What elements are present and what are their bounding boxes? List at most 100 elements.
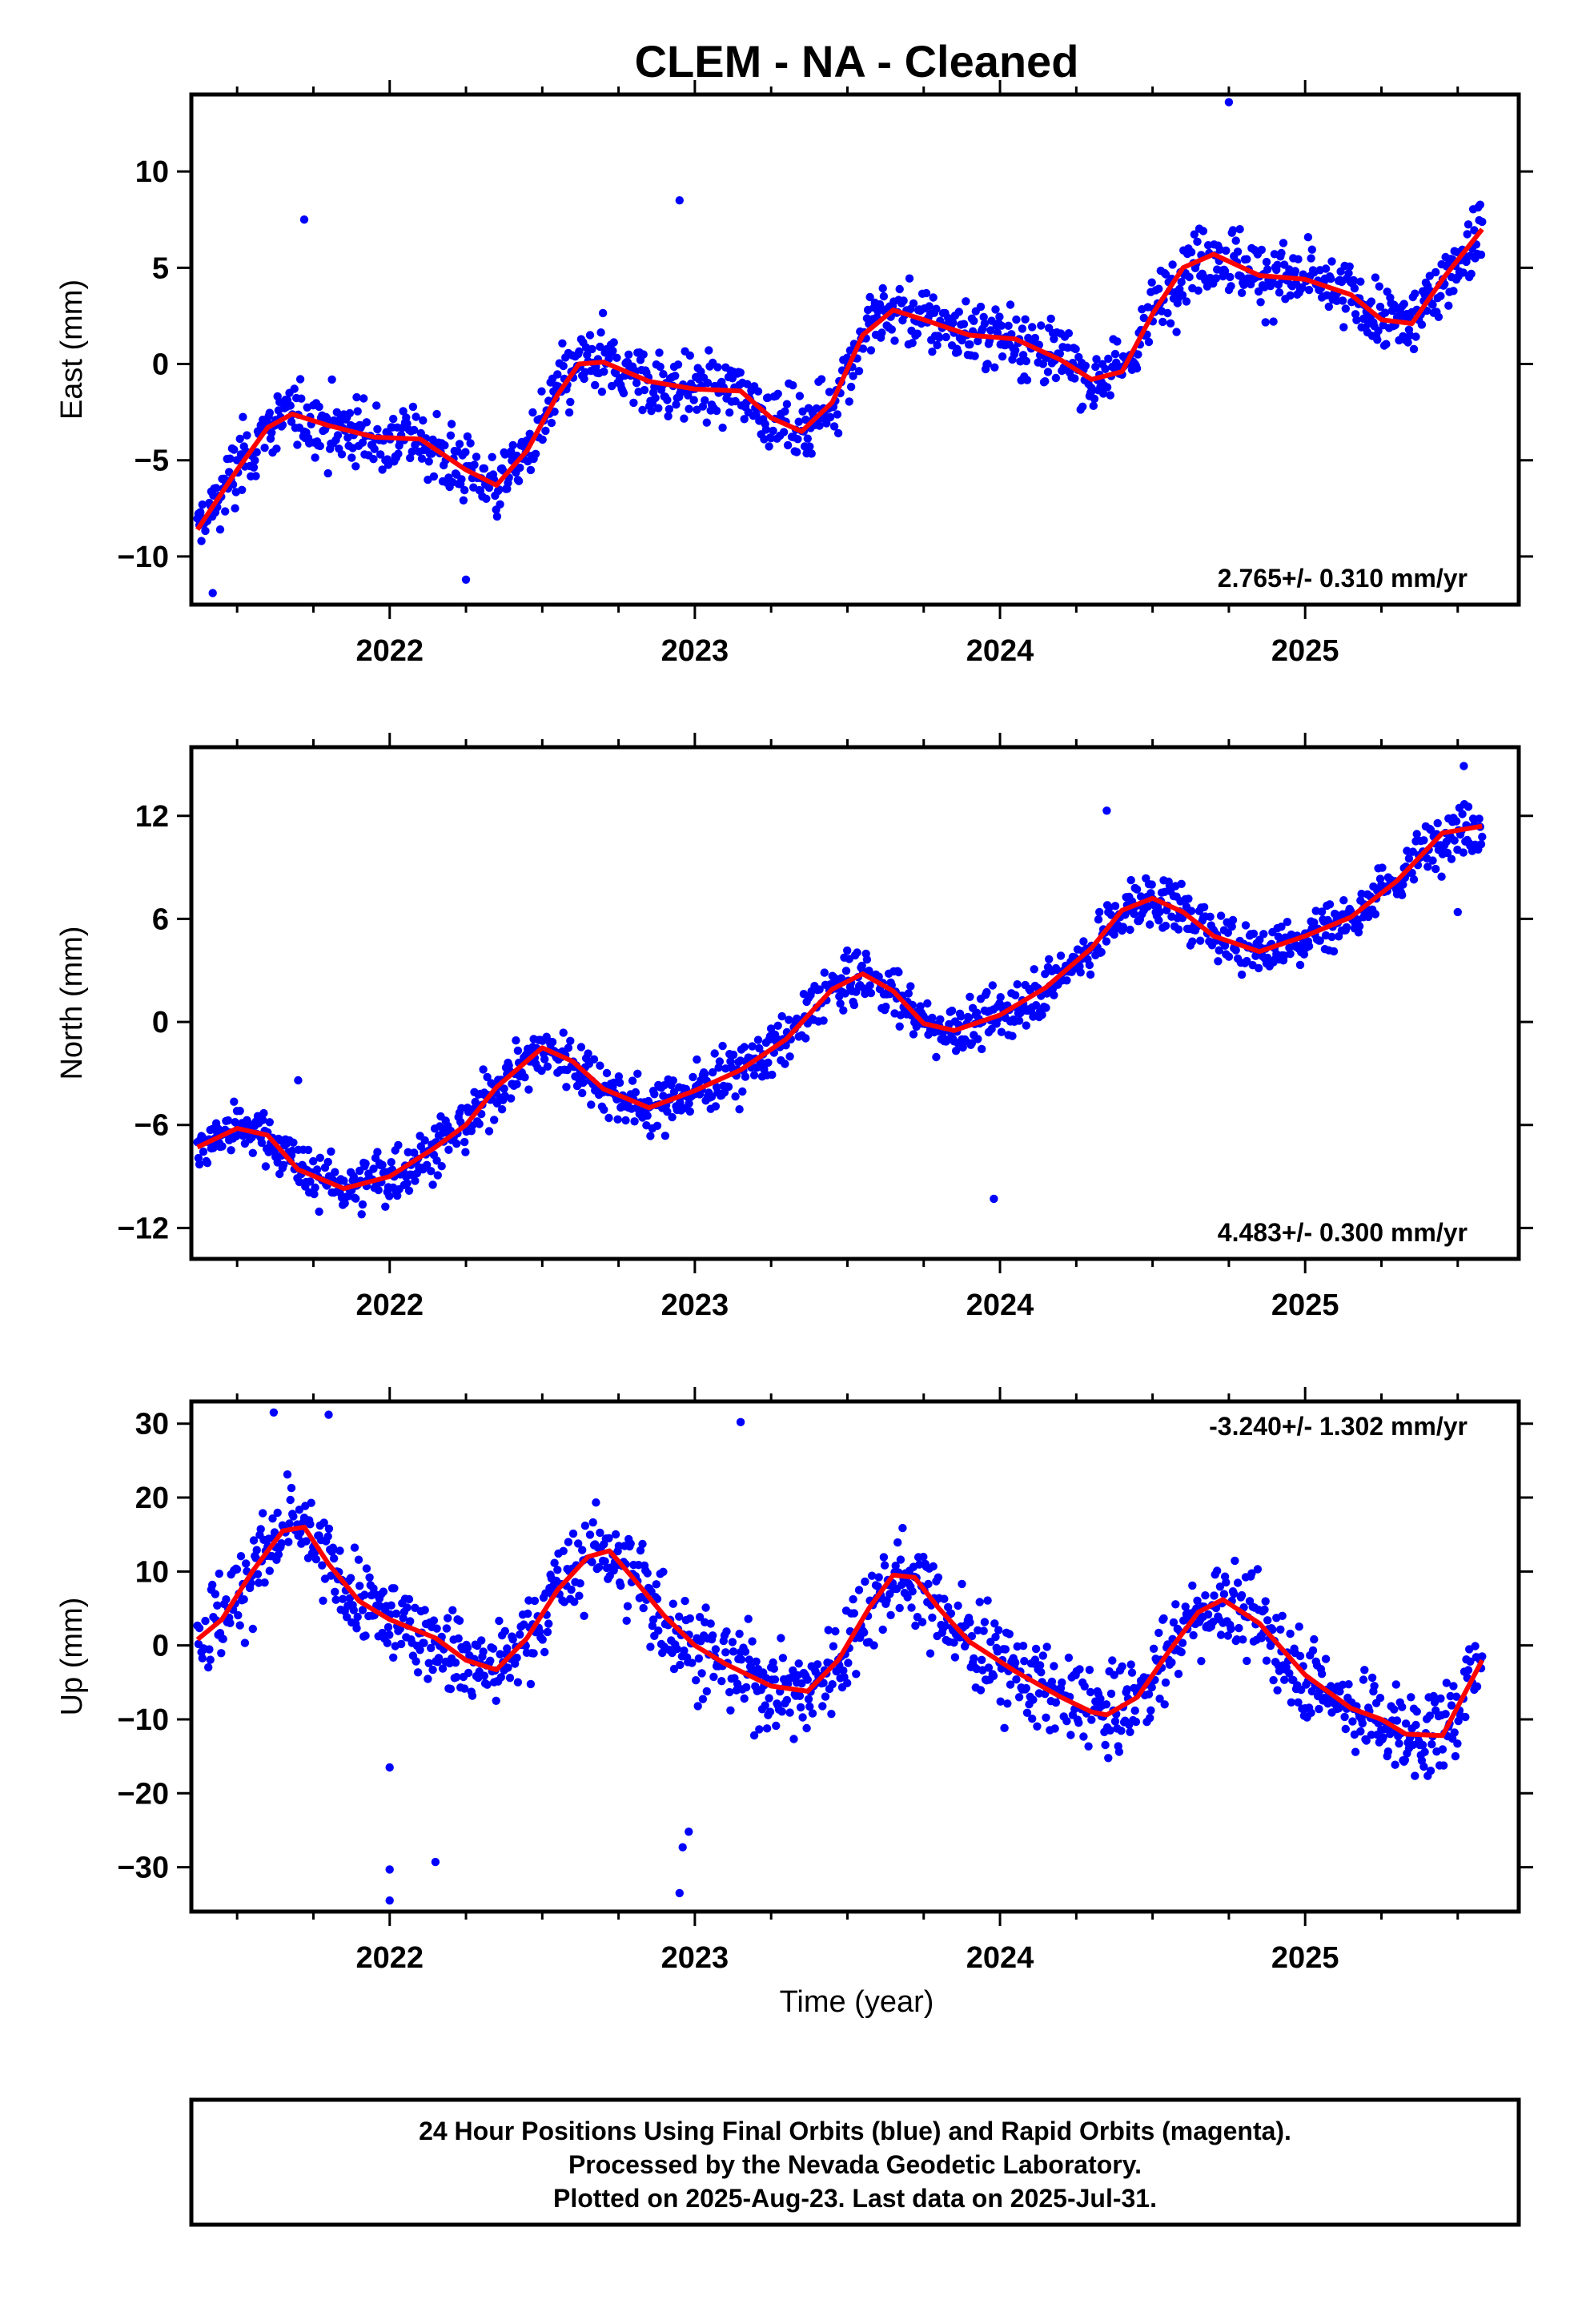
data-point bbox=[904, 989, 913, 998]
data-point bbox=[1130, 909, 1138, 919]
data-point bbox=[782, 400, 792, 408]
footer-frame bbox=[189, 2097, 1521, 2227]
data-point bbox=[272, 444, 281, 453]
data-point bbox=[648, 1622, 657, 1630]
data-point bbox=[408, 402, 418, 412]
data-point bbox=[306, 1520, 315, 1529]
data-point bbox=[1177, 1647, 1186, 1657]
data-point bbox=[801, 1034, 810, 1043]
data-point bbox=[990, 1619, 999, 1628]
data-point bbox=[688, 1659, 697, 1667]
data-point bbox=[1268, 1625, 1277, 1634]
data-point bbox=[671, 372, 680, 380]
y-tick-label: −10 bbox=[118, 541, 169, 574]
data-point bbox=[1254, 287, 1263, 296]
data-point bbox=[684, 391, 693, 400]
data-point bbox=[1286, 291, 1295, 300]
data-point bbox=[372, 401, 381, 410]
fit-line-up bbox=[195, 1524, 1484, 1739]
data-point bbox=[580, 374, 588, 384]
data-point bbox=[785, 1052, 794, 1061]
data-point bbox=[1443, 848, 1452, 858]
data-point bbox=[373, 424, 382, 434]
data-point bbox=[1196, 936, 1205, 945]
data-point bbox=[333, 431, 343, 440]
data-point bbox=[1261, 318, 1270, 327]
data-point bbox=[819, 1679, 828, 1687]
data-point bbox=[672, 400, 681, 409]
data-point bbox=[420, 1638, 428, 1647]
data-point bbox=[898, 1523, 907, 1533]
data-point bbox=[343, 1613, 351, 1622]
data-point bbox=[358, 1606, 367, 1614]
data-point bbox=[576, 1579, 584, 1588]
data-point bbox=[507, 447, 516, 456]
data-point bbox=[929, 1562, 938, 1571]
data-point bbox=[437, 1162, 446, 1171]
data-point bbox=[295, 1177, 304, 1187]
data-point bbox=[427, 1167, 436, 1176]
data-point bbox=[315, 1207, 323, 1216]
data-point bbox=[1332, 296, 1341, 305]
data-point bbox=[223, 1116, 233, 1125]
data-point bbox=[875, 300, 885, 309]
data-point bbox=[638, 405, 647, 415]
data-point bbox=[1458, 810, 1467, 818]
data-point bbox=[503, 1644, 512, 1653]
data-point bbox=[562, 1083, 571, 1092]
data-point bbox=[1127, 1668, 1137, 1677]
data-point bbox=[735, 1105, 744, 1114]
data-point bbox=[1005, 1630, 1014, 1638]
data-point bbox=[795, 1691, 805, 1700]
data-point bbox=[1401, 1719, 1411, 1728]
data-point bbox=[416, 1646, 424, 1655]
data-point bbox=[820, 968, 829, 977]
data-point bbox=[495, 1616, 504, 1626]
data-point bbox=[622, 1616, 631, 1626]
data-point bbox=[932, 1052, 941, 1062]
data-point bbox=[1118, 923, 1128, 931]
data-point bbox=[980, 1618, 990, 1626]
data-point bbox=[337, 450, 347, 459]
data-point bbox=[916, 1002, 925, 1011]
data-point bbox=[755, 1725, 764, 1734]
data-point bbox=[1163, 308, 1172, 318]
chart-title: CLEM - NA - Cleaned bbox=[635, 36, 1079, 86]
data-point bbox=[663, 1108, 672, 1116]
data-point bbox=[1070, 374, 1079, 383]
y-tick-label: 5 bbox=[152, 251, 169, 285]
data-point bbox=[794, 417, 803, 426]
data-point bbox=[413, 1668, 423, 1677]
data-point bbox=[575, 1591, 584, 1600]
data-point bbox=[609, 338, 618, 347]
data-point bbox=[274, 1550, 283, 1559]
data-point bbox=[353, 1612, 362, 1622]
data-point bbox=[778, 1654, 788, 1663]
data-point bbox=[222, 1595, 231, 1604]
data-point bbox=[578, 1088, 587, 1098]
data-point bbox=[1177, 278, 1186, 287]
data-point bbox=[1020, 1657, 1029, 1666]
data-point bbox=[1177, 879, 1186, 889]
east-panel: 2022 2023 2024 2025 −10 −5 0 5 10 East (mm) 2.765+… bbox=[55, 80, 1533, 668]
data-point bbox=[656, 362, 665, 372]
data-point bbox=[908, 1587, 917, 1596]
data-point bbox=[765, 1707, 775, 1716]
data-point bbox=[1295, 1622, 1303, 1631]
data-point bbox=[315, 402, 323, 412]
data-point bbox=[283, 1470, 292, 1479]
data-point bbox=[596, 1061, 604, 1070]
data-point bbox=[1215, 1582, 1225, 1591]
data-point bbox=[668, 1112, 677, 1122]
data-point bbox=[1283, 918, 1292, 927]
data-point bbox=[553, 370, 562, 379]
data-point bbox=[1298, 283, 1307, 292]
data-point bbox=[243, 1118, 252, 1128]
data-point bbox=[311, 453, 319, 462]
data-point bbox=[208, 589, 217, 597]
data-point bbox=[1247, 1569, 1256, 1578]
data-point bbox=[643, 1112, 652, 1120]
data-point bbox=[1154, 1628, 1163, 1638]
data-point bbox=[1263, 1616, 1272, 1625]
data-point bbox=[1277, 923, 1286, 931]
